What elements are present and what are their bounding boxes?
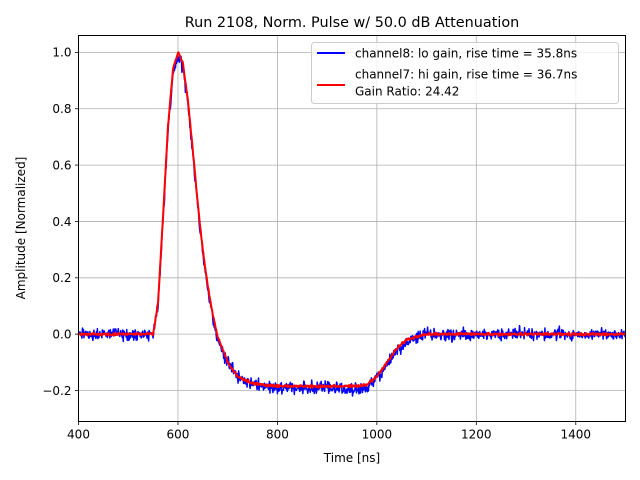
y-tick-label: 0.0 [52, 327, 71, 341]
x-tick-label: 1200 [461, 428, 492, 442]
legend-label-channel8: channel8: lo gain, rise time = 35.8ns [355, 47, 577, 61]
grid [78, 35, 626, 422]
x-tick-label: 1400 [560, 428, 591, 442]
y-tick-label: 0.2 [52, 271, 71, 285]
axis-ticks: 400 600 800 1000 1200 1400 −0.2 0.0 0.2 0.4 0.6 0.8… [42, 46, 591, 442]
series-layer [77, 51, 627, 397]
chart-title: Run 2108, Norm. Pulse w/ 50.0 dB Attenua… [185, 15, 520, 31]
y-tick-label: 0.8 [52, 102, 71, 116]
y-axis-label: Amplitude [Normalized] [14, 157, 28, 300]
y-tick-label: 0.6 [52, 158, 71, 172]
legend-label-channel7: channel7: hi gain, rise time = 36.7ns [355, 68, 577, 82]
x-axis-label: Time [ns] [323, 451, 380, 465]
series-line-channel7 [77, 51, 627, 389]
x-tick-label: 600 [167, 428, 190, 442]
y-tick-label: 0.4 [52, 215, 71, 229]
legend-box [311, 42, 619, 104]
x-tick-label: 1000 [362, 428, 393, 442]
y-tick-label: 1.0 [52, 46, 71, 60]
plot-frame [78, 35, 626, 422]
x-tick-label: 400 [67, 428, 90, 442]
y-tick-label: −0.2 [42, 384, 71, 398]
legend-label-gain-ratio: Gain Ratio: 24.42 [355, 85, 459, 99]
x-tick-label: 800 [266, 428, 289, 442]
legend: channel8: lo gain, rise time = 35.8ns ch… [311, 42, 619, 104]
